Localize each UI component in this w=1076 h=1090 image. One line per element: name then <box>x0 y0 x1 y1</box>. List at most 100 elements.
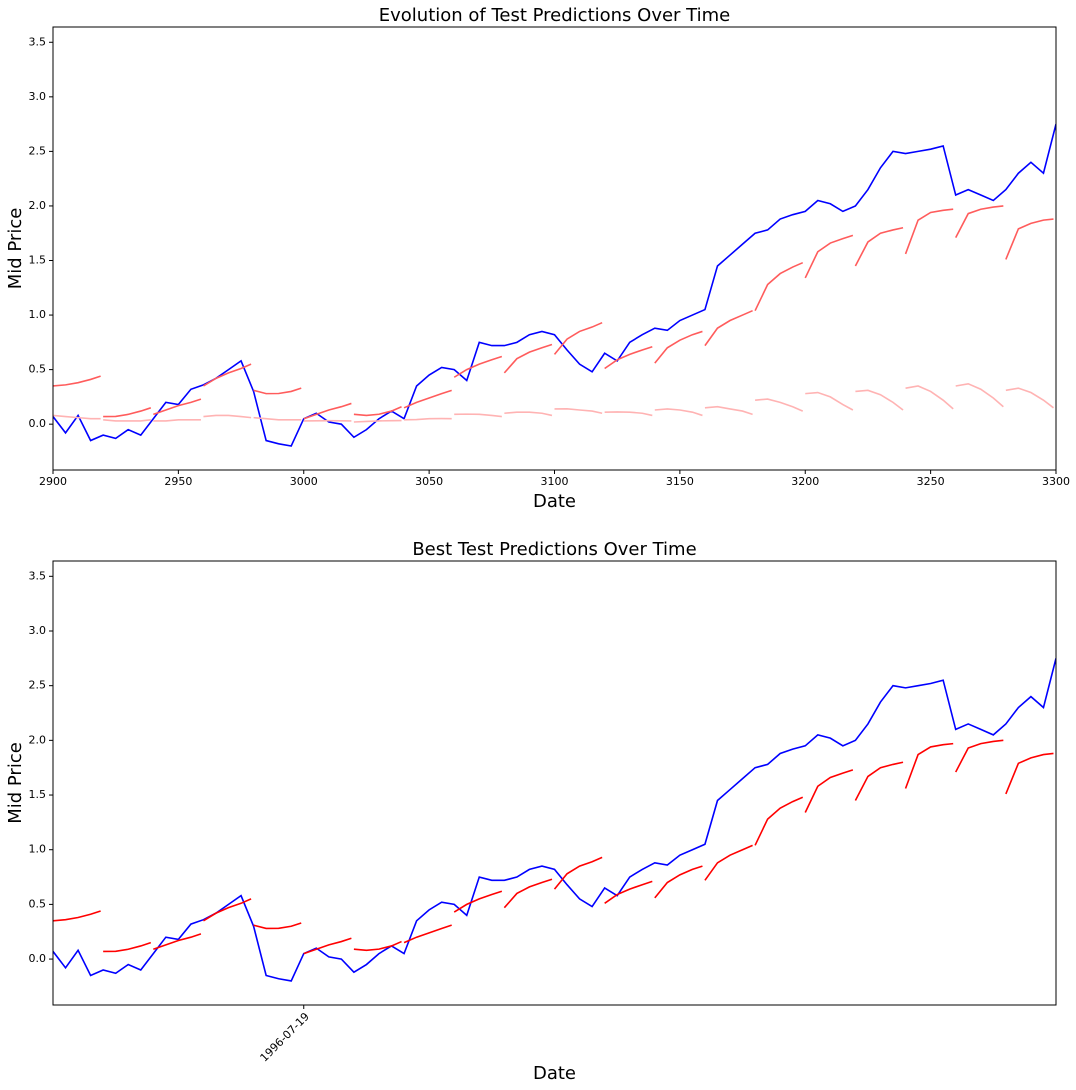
series-line <box>403 389 452 409</box>
x-tick-label: 3200 <box>791 475 819 488</box>
series-line <box>955 382 1004 408</box>
series-line <box>53 910 101 922</box>
x-axis-label: Date <box>533 1063 576 1084</box>
series-line <box>53 375 101 387</box>
series-line <box>704 405 753 416</box>
y-tick-label: 3.0 <box>29 90 47 103</box>
series-line <box>854 761 904 801</box>
series-line <box>755 398 804 412</box>
series-line <box>153 419 201 422</box>
plot-area <box>53 123 1056 447</box>
series-line <box>604 411 653 417</box>
series-line <box>153 933 202 950</box>
series-line <box>253 387 302 395</box>
series-line <box>855 389 904 411</box>
series-line <box>553 321 603 355</box>
y-axis-label: Mid Price <box>5 208 26 290</box>
chart: Evolution of Test Predictions Over Time 0… <box>5 5 1070 512</box>
series-line <box>103 407 152 418</box>
series-line <box>353 940 402 952</box>
series-line <box>805 391 854 411</box>
x-tick-label: 3050 <box>415 475 443 488</box>
series-line <box>754 261 804 312</box>
series-line <box>253 416 302 421</box>
series-line <box>654 865 703 899</box>
series-line <box>954 739 1004 773</box>
series-line <box>553 856 603 890</box>
y-tick-label: 1.5 <box>29 788 47 801</box>
series-line <box>804 769 854 813</box>
series-line <box>353 419 402 423</box>
series-line <box>453 355 503 378</box>
y-tick-label: 1.0 <box>29 843 47 856</box>
series-line <box>203 414 252 419</box>
y-tick-label: 0.0 <box>29 952 47 965</box>
series-line <box>1005 752 1054 795</box>
y-tick-label: 2.0 <box>29 733 47 746</box>
series-line <box>1005 387 1054 409</box>
series-line <box>253 922 302 930</box>
x-tick-label: 2950 <box>164 475 192 488</box>
plot-frame <box>52 26 1057 471</box>
series-line <box>704 844 753 881</box>
y-tick-label: 3.5 <box>29 569 47 582</box>
chart-title: Best Test Predictions Over Time <box>412 539 696 560</box>
series-line <box>353 405 402 417</box>
chart-title: Evolution of Test Predictions Over Time <box>379 5 730 26</box>
series-line <box>303 402 352 420</box>
series-line <box>453 890 503 913</box>
plot-frame <box>52 560 1057 1006</box>
series-line <box>404 417 452 421</box>
y-axis-label: Mid Price <box>5 742 26 824</box>
series-line <box>53 658 1056 982</box>
series-line <box>303 937 352 955</box>
series-line <box>503 878 553 909</box>
series-line <box>604 880 653 904</box>
series-line <box>804 234 854 279</box>
series-line <box>905 385 954 410</box>
series-line <box>904 208 954 255</box>
plot-area <box>53 658 1056 982</box>
chart: Best Test Predictions Over Time 0.0 0.5 1.0… <box>5 539 1057 1084</box>
x-tick-label: 3250 <box>917 475 945 488</box>
series-line <box>704 309 753 347</box>
series-line <box>854 226 904 267</box>
series-line <box>604 345 653 370</box>
x-tick-label: 3150 <box>666 475 694 488</box>
series-line <box>103 941 152 953</box>
series-line <box>554 407 603 415</box>
x-tick-label: 3300 <box>1042 475 1070 488</box>
y-tick-label: 3.5 <box>29 35 47 48</box>
series-line <box>1005 218 1054 260</box>
y-tick-label: 0.5 <box>29 897 47 910</box>
y-tick-label: 2.5 <box>29 679 47 692</box>
series-line <box>53 414 101 420</box>
y-tick-label: 0.5 <box>29 363 47 376</box>
x-tick-label: 3000 <box>290 475 318 488</box>
series-line <box>403 924 452 944</box>
series-line <box>504 411 553 417</box>
series-line <box>654 330 703 364</box>
series-line <box>103 419 151 422</box>
y-tick-label: 0.0 <box>29 417 47 430</box>
y-tick-label: 1.5 <box>29 254 47 267</box>
series-line <box>654 408 703 417</box>
series-line <box>153 398 202 416</box>
y-tick-label: 2.5 <box>29 144 47 157</box>
series-line <box>754 796 804 846</box>
series-line <box>53 123 1056 447</box>
series-line <box>503 343 553 374</box>
y-tick-label: 1.0 <box>29 308 47 321</box>
x-axis-label: Date <box>533 491 576 512</box>
x-tick-label: 1996-07-19 <box>258 1010 312 1064</box>
series-line <box>203 363 252 387</box>
x-tick-label: 3100 <box>541 475 569 488</box>
series-line <box>904 742 954 789</box>
series-line <box>454 413 502 418</box>
y-tick-label: 3.0 <box>29 624 47 637</box>
x-tick-label: 2900 <box>39 475 67 488</box>
series-line <box>203 898 252 922</box>
y-tick-label: 2.0 <box>29 199 47 212</box>
